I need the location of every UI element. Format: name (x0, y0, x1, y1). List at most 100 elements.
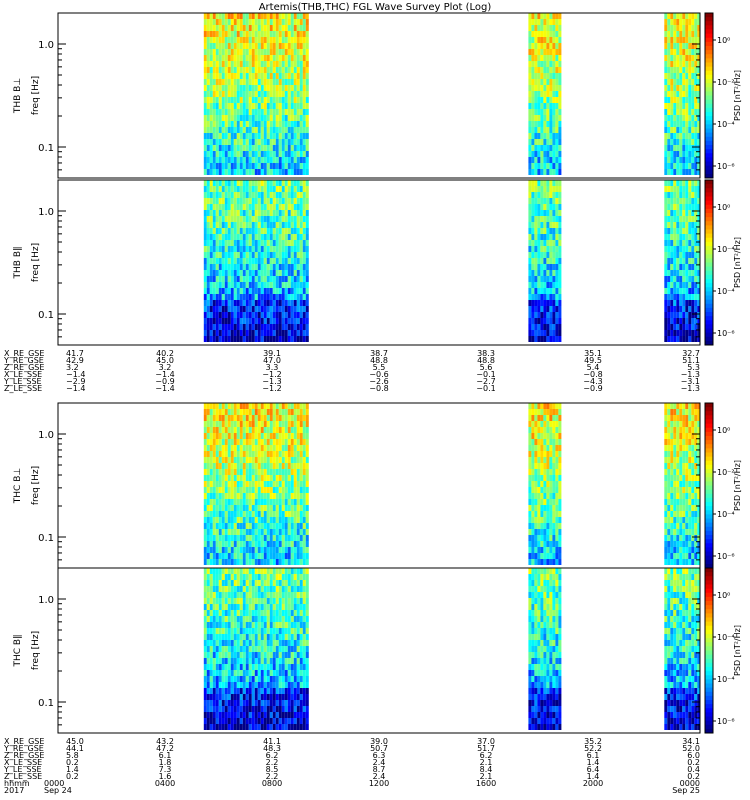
spectrogram-cell (531, 85, 535, 91)
spectrogram-cell (302, 198, 306, 204)
spectrogram-cell (257, 451, 261, 457)
spectrogram-cell (305, 37, 309, 43)
spectrogram-cell (209, 91, 213, 97)
spectrogram-cell (528, 517, 532, 523)
spectrogram-cell (673, 457, 677, 463)
spectrogram-cell (269, 198, 273, 204)
spectrogram-cell (269, 276, 273, 282)
spectrogram-cell (206, 604, 210, 610)
spectrogram-cell (287, 288, 291, 294)
spectrogram-cell (531, 439, 535, 445)
spectrogram-cell (230, 559, 234, 565)
spectrogram-cell (664, 234, 668, 240)
spectrogram-cell (528, 43, 532, 49)
spectrogram-cell (224, 433, 228, 439)
spectrogram-cell (694, 427, 698, 433)
spectrogram-cell (676, 127, 680, 133)
spectrogram-cell (688, 204, 692, 210)
spectrogram-cell (670, 67, 674, 73)
spectrogram-cell (679, 133, 683, 139)
spectrogram-cell (667, 427, 671, 433)
spectrogram-cell (552, 115, 556, 121)
spectrogram-cell (209, 463, 213, 469)
spectrogram-cell (239, 121, 243, 127)
spectrogram-cell (266, 505, 270, 511)
spectrogram-cell (248, 559, 252, 565)
spectrogram-cell (284, 115, 288, 121)
spectrogram-cell (673, 553, 677, 559)
colorbar-segment (705, 25, 713, 31)
spectrogram-cell (697, 180, 701, 186)
colorbar-tick-label: 10⁻⁶ (717, 552, 735, 561)
spectrogram-cell (676, 79, 680, 85)
spectrogram-cell (209, 252, 213, 258)
spectrogram-cell (676, 288, 680, 294)
spectrogram-cell (209, 43, 213, 49)
spectrogram-cell (239, 192, 243, 198)
spectrogram-cell (528, 547, 532, 553)
spectrogram-cell (670, 252, 674, 258)
spectrogram-cell (278, 246, 282, 252)
spectrogram-cell (278, 234, 282, 240)
spectrogram-cell (305, 517, 309, 523)
spectrogram-cell (688, 427, 692, 433)
spectrogram-cell (305, 324, 309, 330)
spectrogram-cell (203, 664, 207, 670)
spectrogram-cell (290, 186, 294, 192)
spectrogram-cell (302, 55, 306, 61)
spectrogram-cell (549, 415, 553, 421)
spectrogram-cell (233, 127, 237, 133)
spectrogram-cell (275, 336, 279, 342)
spectrogram-cell (664, 451, 668, 457)
spectrogram-cell (254, 180, 258, 186)
spectrogram-cell (679, 288, 683, 294)
spectrogram-cell (555, 151, 559, 157)
spectrogram-cell (287, 481, 291, 487)
spectrogram-cell (549, 85, 553, 91)
spectrogram-cell (278, 240, 282, 246)
spectrogram-cell (531, 180, 535, 186)
panel-yunit: freq [Hz] (31, 243, 41, 282)
spectrogram-cell (275, 529, 279, 535)
spectrogram-cell (206, 276, 210, 282)
spectrogram-cell (257, 427, 261, 433)
spectrogram-cell (679, 85, 683, 91)
colorbar-segment (705, 204, 713, 210)
spectrogram-cell (263, 115, 267, 121)
spectrogram-cell (242, 318, 246, 324)
spectrogram-cell (540, 192, 544, 198)
spectrogram-cell (215, 109, 219, 115)
spectrogram-cell (688, 300, 692, 306)
spectrogram-cell (558, 421, 562, 427)
spectrogram-cell (688, 511, 692, 517)
spectrogram-cell (302, 288, 306, 294)
spectrogram-cell (221, 228, 225, 234)
spectrogram-cell (676, 553, 680, 559)
spectrogram-cell (212, 511, 216, 517)
spectrogram-cell (305, 204, 309, 210)
spectrogram-cell (697, 73, 701, 79)
spectrogram-cell (293, 324, 297, 330)
spectrogram-cell (685, 481, 689, 487)
spectrogram-cell (676, 523, 680, 529)
colorbar-segment (705, 518, 713, 524)
spectrogram-cell (263, 25, 267, 31)
spectrogram-cell (266, 204, 270, 210)
spectrogram-cell (230, 535, 234, 541)
spectrogram-cell (688, 270, 692, 276)
spectrogram-cell (673, 535, 677, 541)
spectrogram-cell (670, 324, 674, 330)
spectrogram-cell (679, 109, 683, 115)
spectrogram-cell (531, 49, 535, 55)
colorbar-segment (705, 157, 713, 163)
spectrogram-cell (233, 535, 237, 541)
spectrogram-cell (206, 61, 210, 67)
spectrogram-cell (552, 276, 556, 282)
spectrogram-cell (275, 457, 279, 463)
spectrogram-cell (546, 228, 550, 234)
spectrogram-cell (305, 433, 309, 439)
spectrogram-cell (275, 13, 279, 19)
spectrogram-cell (254, 463, 258, 469)
spectrogram-cell (215, 43, 219, 49)
spectrogram-cell (685, 145, 689, 151)
